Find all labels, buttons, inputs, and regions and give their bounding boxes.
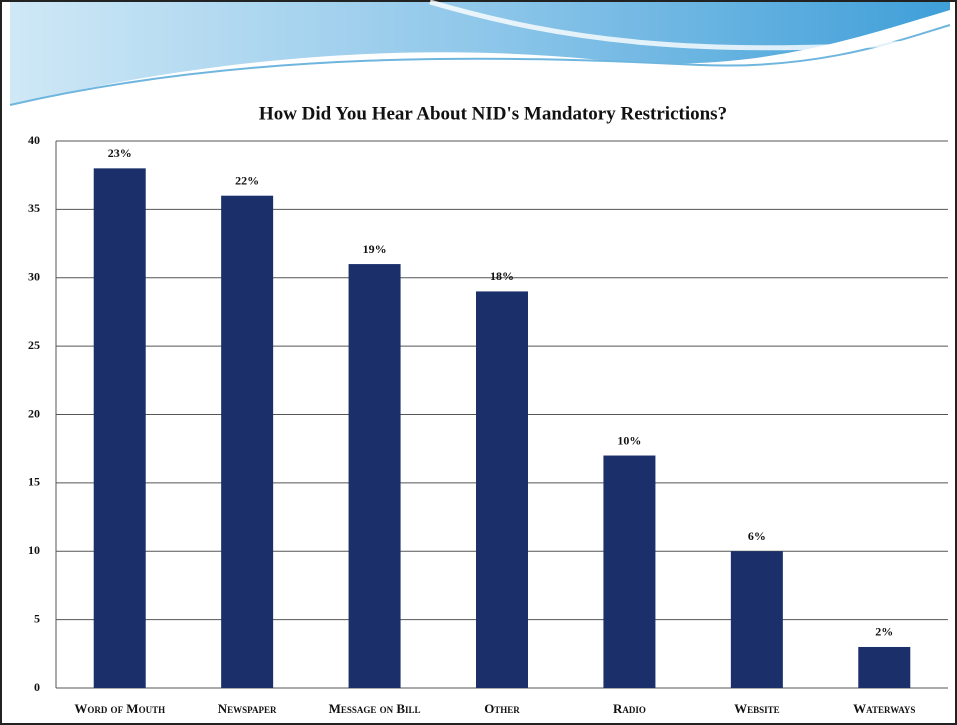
chart-title: How Did You Hear About NID's Mandatory R… <box>259 103 727 124</box>
y-tick-label: 35 <box>28 201 40 215</box>
data-label: 19% <box>363 242 387 256</box>
data-label: 6% <box>748 529 766 543</box>
bar <box>858 646 911 688</box>
bar <box>93 168 146 689</box>
y-tick-label: 10 <box>28 543 40 557</box>
y-tick-label: 5 <box>34 611 40 625</box>
header-wave <box>10 2 950 105</box>
bar <box>221 195 274 688</box>
y-tick-label: 25 <box>28 338 40 352</box>
y-tick-label: 20 <box>28 406 40 420</box>
data-label: 23% <box>108 146 132 160</box>
x-tick-label: Waterways <box>853 701 915 716</box>
x-tick-label: Website <box>734 701 780 716</box>
data-label: 2% <box>875 625 893 639</box>
bar <box>730 551 783 688</box>
y-tick-label: 15 <box>28 475 40 489</box>
x-tick-label: Newspaper <box>218 701 277 716</box>
x-tick-label: Radio <box>613 701 646 716</box>
data-label: 18% <box>490 269 514 283</box>
y-tick-label: 30 <box>28 270 40 284</box>
x-tick-label: Word of Mouth <box>74 701 165 716</box>
bar <box>476 291 528 688</box>
data-label: 22% <box>235 173 259 187</box>
bar <box>603 455 656 688</box>
x-tick-label: Other <box>484 701 520 716</box>
y-tick-label: 40 <box>28 133 40 147</box>
header-wave-line <box>9 24 951 106</box>
x-tick-label: Message on Bill <box>329 701 421 716</box>
header-wave-highlight <box>429 0 951 51</box>
y-tick-label: 0 <box>34 680 40 694</box>
data-label: 10% <box>617 433 641 447</box>
bar <box>348 264 401 688</box>
